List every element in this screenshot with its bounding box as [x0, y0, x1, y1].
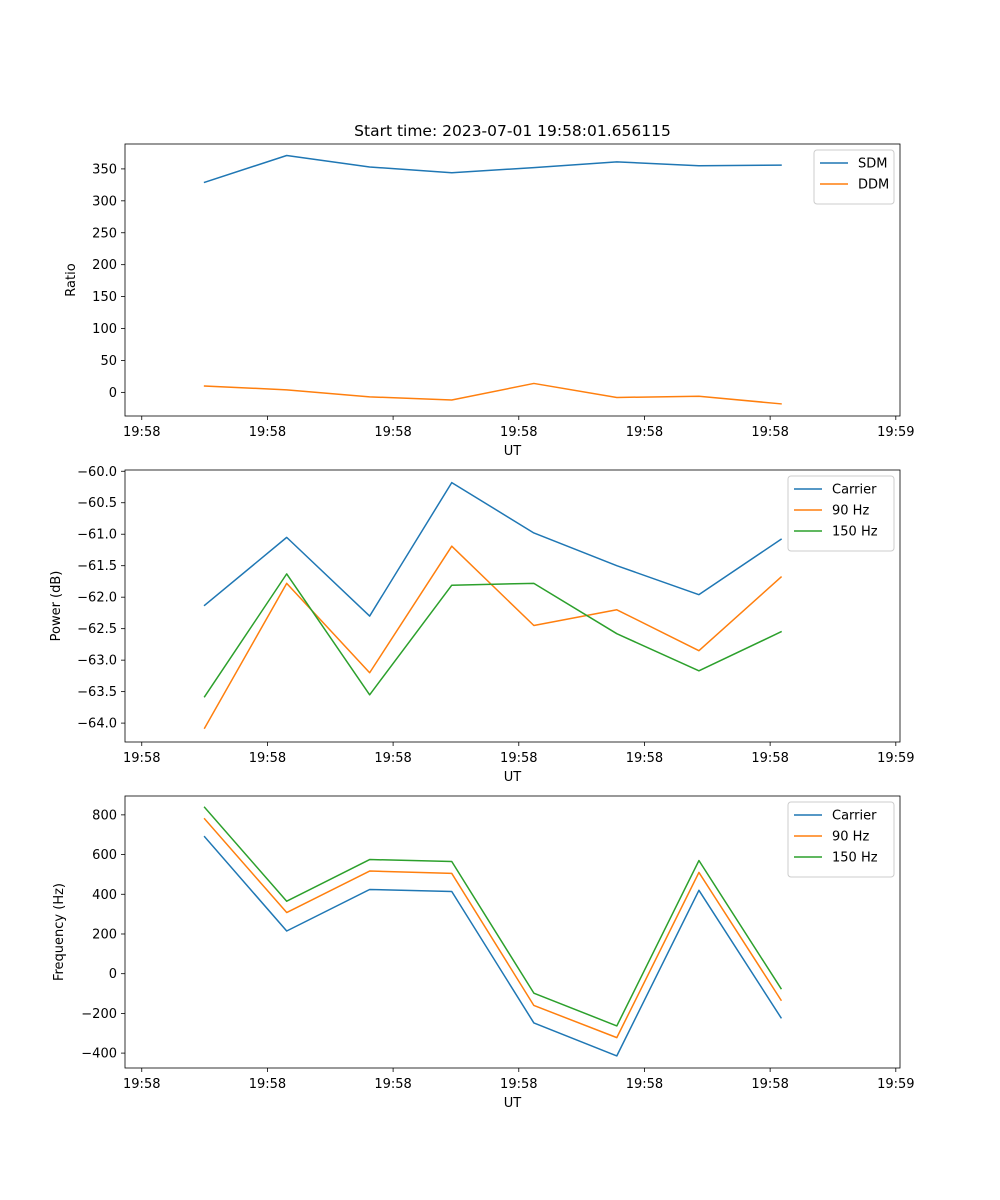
y-tick-label: −62.0	[77, 591, 117, 606]
y-tick-label: −200	[81, 1007, 117, 1022]
axes-frame	[124, 143, 901, 417]
y-tick-label: 300	[92, 194, 117, 209]
legend-label: 150 Hz	[832, 851, 878, 866]
y-tick-label: 0	[109, 386, 117, 401]
y-tick-label: 50	[100, 354, 117, 369]
y-tick-label: 600	[92, 848, 117, 863]
y-tick-label: 400	[92, 888, 117, 903]
y-tick-label: 200	[92, 258, 117, 273]
axes-frame	[124, 469, 901, 743]
legend-label: 150 Hz	[832, 525, 878, 540]
chart-title: Start time: 2023-07-01 19:58:01.656115	[354, 122, 671, 140]
x-tick-label: 19:58	[626, 751, 663, 766]
x-tick-label: 19:58	[751, 1077, 788, 1092]
y-tick-label: −63.5	[77, 685, 117, 700]
panel-2: 19:58 19:58 19:58 19:58 19:58 19:58 19:59 −64.0…	[49, 465, 915, 785]
x-tick-label: 19:58	[626, 425, 663, 440]
x-tick-label: 19:58	[374, 751, 411, 766]
y-axis-label: Power (dB)	[49, 571, 64, 642]
series-line-sdm	[203, 154, 782, 184]
x-tick-label: 19:58	[500, 425, 537, 440]
legend-label: SDM	[858, 157, 887, 172]
series-line-90-hz	[203, 545, 783, 730]
panel-1: 19:58 19:58 19:58 19:58 19:58 19:58 19:59 0 50 10…	[64, 122, 915, 459]
x-tick-label: 19:58	[249, 1077, 286, 1092]
x-tick-label: 19:58	[123, 751, 160, 766]
y-tick-label: −400	[81, 1047, 117, 1062]
x-axis-label: UT	[504, 1096, 522, 1111]
x-tick-label: 19:58	[626, 1077, 663, 1092]
y-axis-label: Frequency (Hz)	[52, 883, 67, 981]
y-tick-label: −63.0	[77, 654, 117, 669]
series-line-carrier	[203, 835, 783, 1057]
x-tick-label: 19:58	[374, 425, 411, 440]
legend: SDM DDM	[813, 149, 895, 205]
x-tick-label: 19:58	[751, 751, 788, 766]
y-tick-label: 0	[109, 967, 117, 982]
y-tick-label: −64.0	[77, 717, 117, 732]
x-tick-label: 19:58	[249, 751, 286, 766]
series-line-150-hz	[203, 573, 783, 698]
y-tick-label: 250	[92, 226, 117, 241]
panel-3: 19:58 19:58 19:58 19:58 19:58 19:58 19:59 −400 −…	[52, 795, 915, 1111]
series-line-ddm	[203, 382, 782, 405]
legend-label: DDM	[858, 178, 889, 193]
x-tick-label: 19:58	[374, 1077, 411, 1092]
x-tick-label: 19:58	[123, 1077, 160, 1092]
series-line-150-hz	[203, 806, 783, 1027]
axes-frame	[124, 795, 901, 1069]
y-axis-label: Ratio	[64, 263, 79, 296]
x-axis-label: UT	[504, 770, 522, 785]
x-axis-label: UT	[504, 444, 522, 459]
x-tick-label: 19:58	[500, 751, 537, 766]
x-tick-label: 19:59	[877, 1077, 914, 1092]
legend-label: 90 Hz	[832, 830, 869, 845]
series-line-carrier	[203, 481, 783, 617]
y-tick-label: −61.5	[77, 559, 117, 574]
legend: Carrier 90 Hz 150 Hz	[787, 801, 895, 878]
legend: Carrier 90 Hz 150 Hz	[787, 475, 895, 552]
legend-label: Carrier	[832, 809, 877, 824]
legend-box	[787, 475, 895, 552]
y-tick-label: −62.5	[77, 622, 117, 637]
y-tick-label: 350	[92, 162, 117, 177]
y-tick-label: −60.5	[77, 496, 117, 511]
y-tick-label: 150	[92, 290, 117, 305]
x-tick-label: 19:58	[249, 425, 286, 440]
x-tick-label: 19:58	[500, 1077, 537, 1092]
x-tick-label: 19:59	[877, 425, 914, 440]
y-tick-label: 800	[92, 808, 117, 823]
series-line-90-hz	[203, 817, 783, 1039]
y-tick-label: −60.0	[77, 465, 117, 480]
legend-box	[787, 801, 895, 878]
y-tick-label: −61.0	[77, 528, 117, 543]
x-tick-label: 19:58	[751, 425, 788, 440]
y-tick-label: 100	[92, 322, 117, 337]
y-tick-label: 200	[92, 927, 117, 942]
legend-label: Carrier	[832, 483, 877, 498]
x-tick-label: 19:58	[123, 425, 160, 440]
legend-label: 90 Hz	[832, 504, 869, 519]
x-tick-label: 19:59	[877, 751, 914, 766]
